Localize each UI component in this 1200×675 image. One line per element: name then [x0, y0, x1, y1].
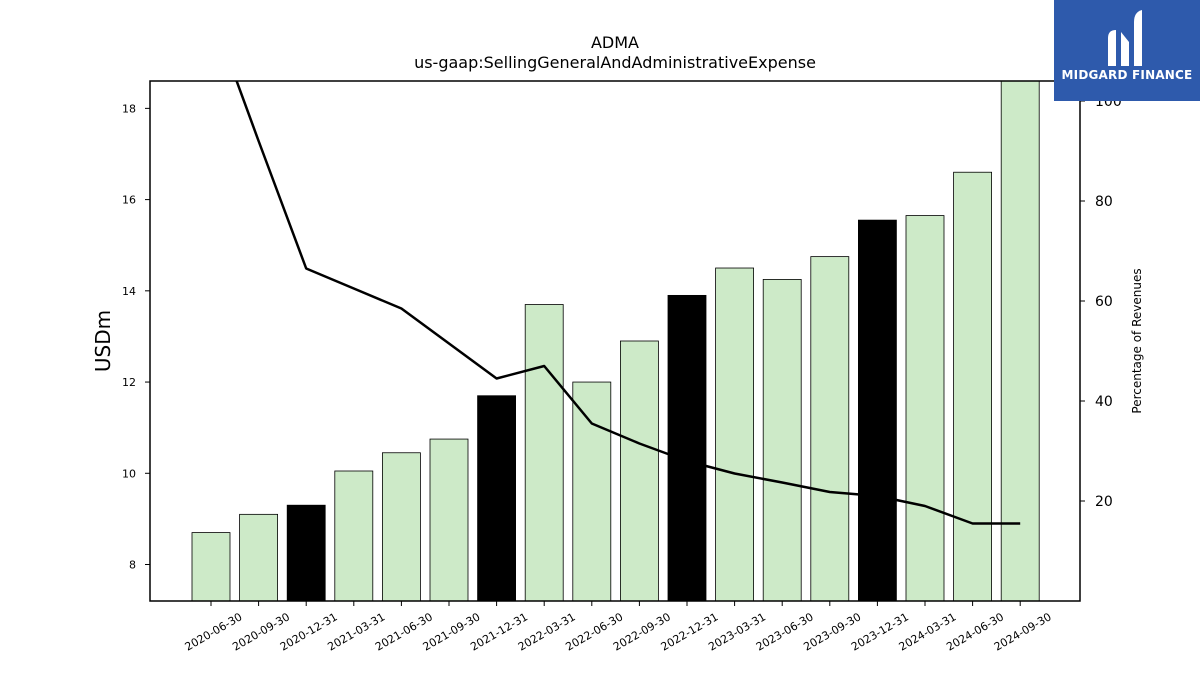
- y-tick-label: 10: [122, 467, 136, 480]
- chart-title: ADMA: [591, 33, 639, 52]
- bar-2023-03-31: [715, 267, 754, 602]
- bar-2024-09-30: [1000, 80, 1040, 602]
- bar-series: [191, 80, 1040, 602]
- bar-2024-06-30: [953, 171, 992, 602]
- chart-subtitle: us-gaap:SellingGeneralAndAdministrativeE…: [414, 53, 816, 72]
- y2-tick-label: 20: [1095, 494, 1113, 510]
- bar-2023-06-30: [762, 279, 802, 602]
- bar-2022-03-31: [524, 304, 564, 602]
- y-tick-label: 12: [122, 376, 136, 389]
- y-axis: 8 10 12 14 16 18: [122, 102, 150, 572]
- bar-2021-12-31: [477, 395, 517, 602]
- y-tick-label: 8: [129, 559, 136, 572]
- bar-2022-09-30: [620, 340, 659, 602]
- logo-text: MIDGARD FINANCE: [1061, 68, 1193, 82]
- bar-2020-06-30: [191, 532, 231, 602]
- bar-2023-12-31: [858, 219, 897, 602]
- y2-tick-label: 40: [1095, 394, 1113, 410]
- y-tick-label: 18: [122, 102, 136, 115]
- y2-tick-label: 60: [1095, 294, 1113, 310]
- bar-2021-06-30: [381, 452, 421, 602]
- bar-2022-12-31: [667, 294, 707, 602]
- y-axis-label: USDm: [91, 310, 115, 372]
- line-series: [235, 81, 1021, 525]
- bar-2021-09-30: [429, 438, 469, 602]
- pct-of-revenues-line: [235, 81, 1021, 525]
- bar-2021-03-31: [334, 470, 374, 602]
- logo-mark-icon: [1108, 10, 1142, 66]
- bar-2020-09-30: [239, 513, 279, 602]
- y-tick-label: 16: [122, 194, 136, 207]
- bar-2022-06-30: [572, 381, 612, 602]
- bar-2024-03-31: [905, 215, 945, 602]
- y2-tick-label: 80: [1095, 194, 1113, 210]
- bar-2023-09-30: [810, 256, 850, 602]
- x-axis: 2020-06-302020-09-302020-12-312021-03-31…: [183, 601, 1054, 654]
- plot-frame: [149, 80, 1081, 602]
- y2-axis-label: Percentage of Revenues: [1130, 268, 1144, 413]
- y-tick-label: 14: [122, 285, 136, 298]
- bar-2020-12-31: [286, 504, 326, 602]
- midgard-finance-logo: MIDGARD FINANCE: [1054, 0, 1200, 101]
